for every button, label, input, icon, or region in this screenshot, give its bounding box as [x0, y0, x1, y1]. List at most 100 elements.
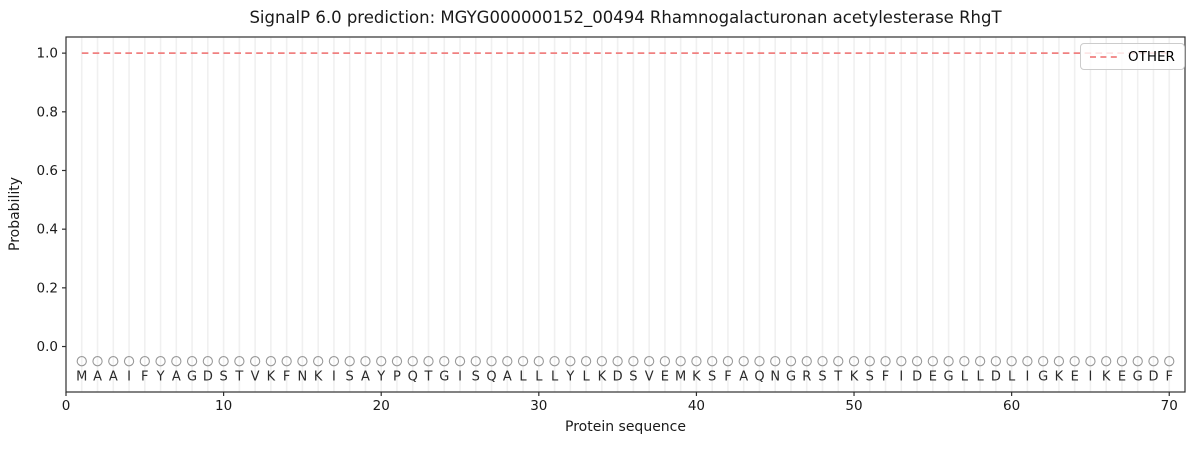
residue-circle — [108, 356, 119, 367]
residue-letter: M — [675, 369, 686, 384]
residue-letter: L — [582, 369, 590, 384]
residue-circle — [722, 356, 734, 367]
residue-circle — [1085, 356, 1096, 367]
residue-letter: Q — [408, 369, 418, 384]
residue-circle — [376, 356, 387, 367]
residue-circle — [454, 356, 466, 367]
residue-circle — [801, 356, 812, 367]
residue-letter: Y — [156, 369, 165, 384]
residue-letter: A — [172, 369, 181, 384]
residue-letter: I — [127, 369, 131, 384]
residue-circle — [1101, 356, 1112, 367]
residue-letter: I — [1089, 369, 1093, 384]
residue-letter: G — [1133, 369, 1143, 384]
y-tick-label: 0.6 — [37, 163, 58, 179]
y-tick-label: 0.8 — [37, 104, 58, 120]
residue-circle — [76, 356, 87, 367]
residue-circle — [139, 356, 150, 367]
residue-circle — [770, 356, 781, 367]
residue-letter: K — [314, 369, 323, 384]
residue-circle — [880, 356, 891, 367]
residue-circle — [565, 356, 576, 367]
residue-letter: D — [1148, 369, 1158, 384]
residue-circle — [202, 356, 213, 367]
residue-circle — [833, 356, 844, 367]
y-tick-label: 0.0 — [37, 339, 58, 355]
residue-circle — [959, 356, 970, 367]
residue-circle — [1069, 356, 1080, 367]
residue-letter: G — [439, 369, 449, 384]
residue-letter: A — [109, 369, 118, 384]
residue-letter: S — [219, 369, 227, 384]
x-tick-label: 40 — [688, 398, 705, 414]
residue-circle — [911, 356, 923, 367]
residue-letter: G — [944, 369, 954, 384]
y-axis-label: Probability — [7, 176, 23, 252]
legend-dashed-line-icon — [1090, 55, 1120, 58]
residue-circle — [1006, 356, 1017, 367]
residue-letter: F — [141, 369, 148, 384]
residue-circle — [817, 356, 828, 367]
residue-circle — [990, 356, 1002, 367]
residue-letter: Q — [486, 369, 496, 384]
residue-letter: V — [645, 369, 654, 384]
residue-letter: D — [912, 369, 922, 384]
residue-letter: G — [187, 369, 197, 384]
residue-circle — [533, 356, 544, 367]
residue-circle — [864, 356, 875, 367]
residue-letter: R — [802, 369, 811, 384]
x-tick-label: 30 — [530, 398, 547, 414]
residue-circle — [927, 356, 938, 367]
residue-circle — [155, 356, 166, 367]
x-tick-label: 0 — [62, 398, 71, 414]
residue-letter: D — [203, 369, 213, 384]
residue-letter: A — [361, 369, 370, 384]
residue-letter: K — [598, 369, 607, 384]
residue-circle — [486, 356, 497, 367]
residue-circle — [439, 356, 450, 367]
residue-letter: V — [251, 369, 260, 384]
residue-circle — [549, 356, 560, 367]
x-axis-label: Protein sequence — [565, 419, 686, 435]
residue-letter: S — [346, 369, 354, 384]
residue-letter: K — [267, 369, 276, 384]
residue-letter: L — [519, 369, 527, 384]
residue-letter: T — [234, 369, 243, 384]
residue-letter: Q — [754, 369, 764, 384]
residue-letter: S — [866, 369, 874, 384]
residue-letter: E — [929, 369, 937, 384]
residue-letter: L — [961, 369, 969, 384]
residue-circle — [848, 356, 860, 367]
residue-letter: E — [661, 369, 669, 384]
y-tick-label: 1.0 — [37, 46, 58, 62]
residue-letter: P — [393, 369, 401, 384]
residue-circle — [691, 356, 702, 367]
residue-letter: F — [283, 369, 290, 384]
residue-circle — [628, 356, 639, 367]
residue-letter: A — [93, 369, 102, 384]
residue-circle — [943, 356, 954, 367]
x-tick-label: 20 — [373, 398, 390, 414]
residue-circle — [1132, 356, 1143, 367]
residue-circle — [754, 356, 765, 367]
residue-circle — [517, 356, 529, 367]
residue-circle — [249, 356, 261, 367]
residue-letter: I — [899, 369, 903, 384]
residue-circle — [407, 356, 418, 367]
residue-circle — [1164, 356, 1175, 367]
x-tick-label: 70 — [1161, 398, 1178, 414]
residue-circle — [344, 356, 355, 367]
residue-circle — [297, 356, 308, 367]
residue-circle — [896, 356, 907, 367]
residue-letter: M — [76, 369, 87, 384]
residue-letter: K — [692, 369, 701, 384]
residue-letter: K — [850, 369, 859, 384]
residue-circle — [328, 356, 340, 367]
residue-circle — [281, 356, 292, 367]
residue-circle — [612, 356, 623, 367]
residue-circle — [1022, 356, 1033, 367]
residue-letter: D — [991, 369, 1001, 384]
residue-circle — [675, 356, 686, 367]
